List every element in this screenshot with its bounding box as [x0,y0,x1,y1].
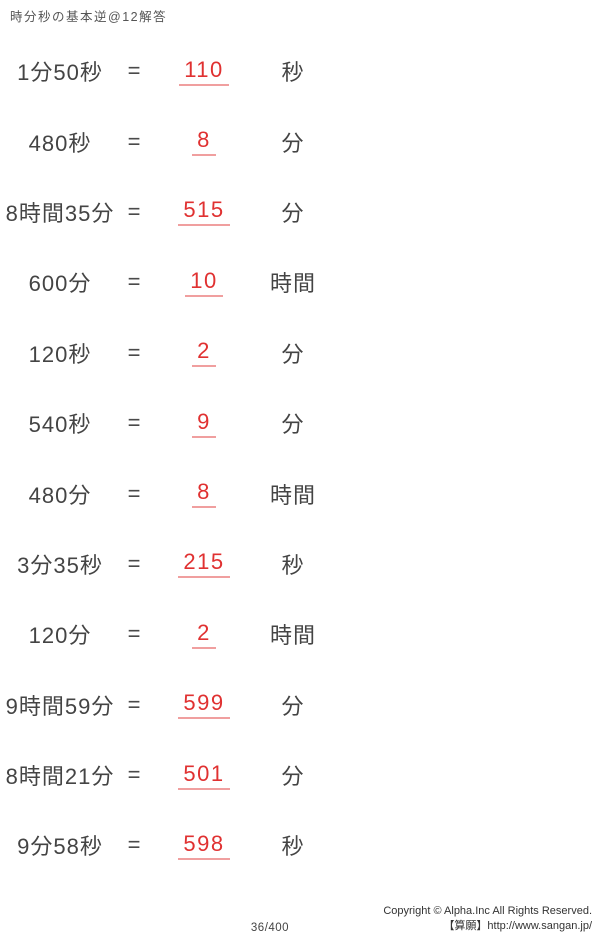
problem-expression: 9分58秒 [17,834,103,860]
equals-sign: = [127,621,141,647]
unit-label: 分 [281,693,305,719]
answer-cell: 8 [152,127,256,157]
problem-row: 1分50秒 = 110 秒 [4,36,344,106]
problem-list: 1分50秒 = 110 秒 480秒 = 8 分 8時間35分 = 515 分 … [4,36,344,881]
equals-sign: = [127,339,141,365]
site-url: 【算願】http://www.sangan.jp/ [443,920,592,932]
problem-expression: 8時間21分 [5,764,115,790]
unit-label: 分 [281,764,305,790]
answer-value: 598 [178,831,230,860]
answer-value: 215 [178,549,230,579]
problem-row: 120秒 = 2 分 [4,318,344,388]
answer-value: 2 [192,338,216,368]
problem-row: 3分35秒 = 215 秒 [4,529,344,599]
equals-sign: = [127,128,141,154]
problem-expression: 480秒 [28,130,92,156]
equals-sign: = [127,269,141,295]
unit-label: 時間 [269,623,316,649]
unit-label: 分 [281,130,305,156]
problem-expression: 3分35秒 [17,552,103,578]
problem-row: 540秒 = 9 分 [4,388,344,458]
problem-expression: 540秒 [28,412,92,438]
answer-cell: 598 [152,831,256,860]
answer-value: 8 [192,127,216,157]
answer-cell: 515 [152,197,256,227]
answer-value: 10 [185,268,223,297]
equals-sign: = [127,410,141,436]
answer-cell: 501 [152,761,256,790]
answer-cell: 10 [152,268,256,297]
problem-expression: 120分 [28,623,92,649]
problem-row: 9分58秒 = 598 秒 [4,810,344,880]
unit-label: 秒 [281,552,305,578]
unit-label: 秒 [281,834,305,860]
answer-value: 8 [192,479,216,509]
problem-expression: 120秒 [28,341,92,367]
page-title: 時分秒の基本逆@12解答 [10,10,168,24]
problem-expression: 600分 [28,271,92,297]
problem-expression: 8時間35分 [5,200,115,226]
equals-sign: = [127,198,141,224]
equals-sign: = [127,832,141,858]
answer-cell: 9 [152,409,256,438]
answer-cell: 8 [152,479,256,509]
page-number: 36/400 [250,922,290,934]
answer-cell: 215 [152,549,256,579]
problem-expression: 480分 [28,482,92,508]
equals-sign: = [127,58,141,84]
equals-sign: = [127,550,141,576]
problem-row: 8時間35分 = 515 分 [4,177,344,247]
unit-label: 時間 [269,482,316,508]
unit-label: 分 [281,341,305,367]
problem-row: 8時間21分 = 501 分 [4,740,344,810]
copyright-line: Copyright © Alpha.Inc All Rights Reserve… [383,905,592,917]
problem-row: 480秒 = 8 分 [4,106,344,176]
answer-value: 515 [178,197,230,227]
answer-value: 9 [192,409,216,438]
answer-cell: 2 [152,620,256,649]
unit-label: 秒 [281,60,305,86]
problem-row: 480分 = 8 時間 [4,458,344,528]
unit-label: 分 [281,412,305,438]
answer-value: 599 [178,690,230,720]
answer-cell: 110 [152,57,256,86]
problem-row: 120分 = 2 時間 [4,599,344,669]
unit-label: 分 [281,200,305,226]
problem-expression: 9時間59分 [5,693,115,719]
answer-cell: 599 [152,690,256,720]
problem-expression: 1分50秒 [17,60,103,86]
equals-sign: = [127,480,141,506]
copyright-block: Copyright © Alpha.Inc All Rights Reserve… [383,904,592,934]
answer-value: 2 [192,620,216,649]
equals-sign: = [127,762,141,788]
unit-label: 時間 [269,271,316,297]
answer-cell: 2 [152,338,256,368]
problem-row: 9時間59分 = 599 分 [4,670,344,740]
answer-value: 501 [178,761,230,790]
problem-row: 600分 = 10 時間 [4,247,344,317]
answer-value: 110 [179,57,229,86]
equals-sign: = [127,691,141,717]
